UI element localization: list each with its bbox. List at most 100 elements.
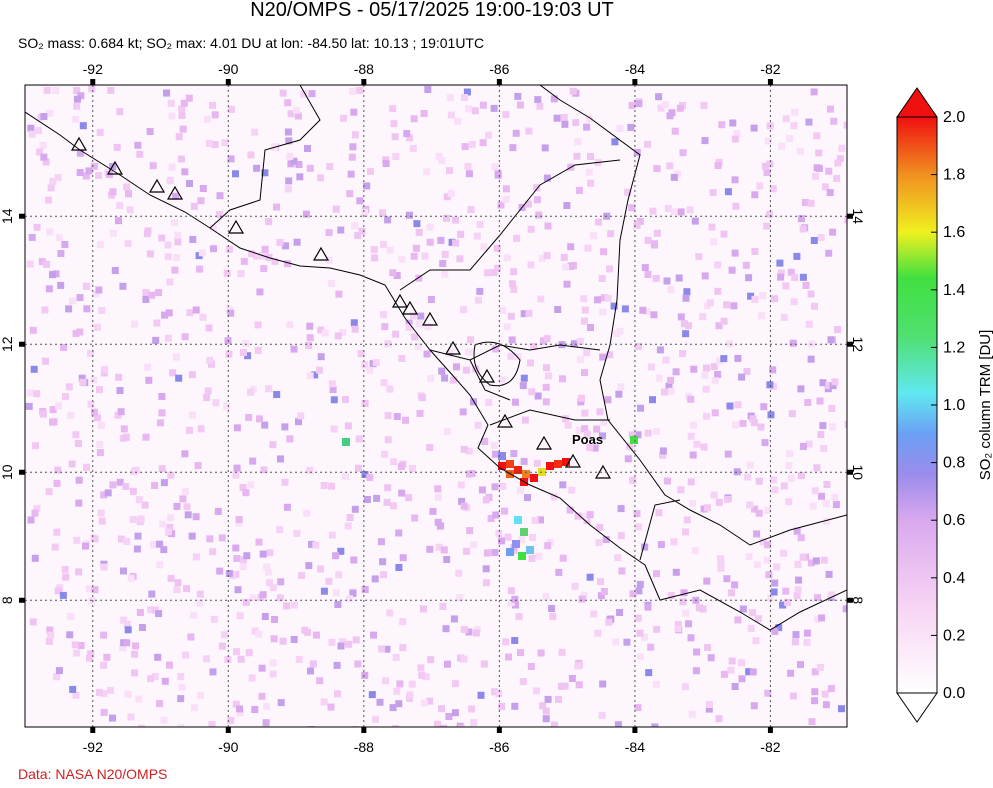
so2-pixel (511, 595, 519, 603)
so2-pixel (520, 310, 528, 318)
so2-pixel (285, 177, 293, 185)
so2-pixel (269, 441, 277, 449)
so2-pixel (183, 585, 191, 593)
so2-pixel (637, 653, 644, 661)
so2-pixel (245, 649, 253, 657)
so2-pixel (188, 411, 196, 419)
so2-pixel (676, 104, 684, 112)
so2-pixel (197, 425, 205, 433)
so2-pixel (811, 688, 819, 696)
so2-pixel (210, 615, 218, 623)
so2-pixel (209, 668, 217, 676)
so2-pixel (682, 330, 690, 338)
so2-pixel (115, 217, 122, 225)
so2-pixel (714, 261, 722, 269)
so2-pixel (281, 478, 289, 486)
so2-pixel (32, 442, 39, 450)
so2-pixel (295, 418, 302, 426)
so2-pixel (399, 554, 407, 562)
so2-pixel (600, 294, 608, 302)
so2-pixel (398, 355, 406, 362)
so2-pixel (831, 378, 839, 386)
so2-pixel (83, 305, 91, 313)
so2-pixel (511, 398, 519, 406)
so2-pixel (208, 360, 215, 368)
so2-pixel (559, 375, 566, 383)
so2-pixel (804, 399, 812, 406)
so2-pixel (479, 139, 487, 147)
so2-pixel (161, 311, 169, 319)
so2-pixel (652, 427, 660, 435)
credit: Data: NASA N20/OMPS (18, 766, 167, 782)
so2-pixel (766, 160, 774, 168)
so2-pixel (227, 309, 235, 317)
so2-pixel (691, 547, 699, 555)
so2-pixel (731, 683, 739, 690)
so2-pixel (124, 690, 132, 698)
so2-pixel (546, 462, 554, 470)
so2-pixel (749, 415, 757, 423)
lat-tick-label: 8 (850, 596, 866, 604)
so2-pixel (456, 594, 464, 602)
so2-pixel (306, 372, 314, 380)
so2-pixel (137, 515, 145, 523)
so2-pixel (720, 317, 728, 325)
so2-pixel (690, 365, 698, 373)
so2-pixel (465, 628, 473, 636)
so2-pixel (527, 261, 535, 269)
so2-pixel (386, 609, 394, 617)
so2-pixel (424, 322, 432, 330)
so2-pixel (821, 183, 829, 191)
so2-pixel (782, 115, 790, 123)
so2-pixel (351, 505, 359, 513)
so2-pixel (306, 164, 314, 172)
so2-pixel (763, 556, 771, 564)
so2-pixel (446, 94, 454, 102)
so2-pixel (699, 605, 707, 613)
so2-pixel (653, 229, 661, 237)
so2-pixel (838, 144, 846, 152)
so2-pixel (634, 431, 642, 439)
so2-pixel (72, 329, 80, 337)
so2-pixel (805, 320, 813, 328)
so2-pixel (550, 493, 558, 501)
so2-pixel (478, 486, 486, 494)
so2-pixel (452, 216, 460, 224)
so2-pixel (119, 644, 127, 652)
so2-pixel (566, 506, 574, 514)
so2-pixel (337, 547, 345, 555)
so2-pixel (621, 305, 629, 313)
so2-pixel (90, 408, 98, 416)
so2-pixel (796, 147, 804, 155)
so2-pixel (569, 87, 577, 95)
so2-pixel (305, 341, 313, 349)
so2-pixel (555, 695, 562, 703)
so2-pixel (189, 236, 197, 243)
so2-pixel (249, 457, 257, 465)
so2-pixel (655, 374, 663, 382)
map-area: Poas (25, 85, 847, 727)
so2-pixel (167, 574, 175, 582)
so2-pixel (35, 127, 42, 134)
so2-pixel (803, 638, 811, 646)
so2-pixel (732, 202, 740, 210)
so2-pixel (295, 656, 303, 663)
so2-pixel (86, 654, 93, 662)
colorbar-tick-label: 0.8 (943, 455, 965, 472)
volcano-label: Poas (572, 432, 603, 447)
so2-pixel (832, 501, 840, 509)
so2-pixel (139, 624, 146, 631)
so2-pixel (820, 445, 828, 452)
so2-pixel (465, 170, 473, 178)
so2-pixel (829, 423, 837, 431)
lon-tick-label: -92 (83, 739, 103, 755)
so2-pixel (709, 189, 717, 197)
so2-pixel (536, 102, 544, 110)
so2-pixel (791, 638, 799, 646)
so2-pixel (738, 373, 746, 381)
so2-pixel (380, 311, 387, 319)
so2-pixel (801, 199, 809, 206)
so2-pixel (701, 371, 709, 379)
so2-pixel (116, 108, 124, 116)
so2-pixel (325, 577, 333, 585)
